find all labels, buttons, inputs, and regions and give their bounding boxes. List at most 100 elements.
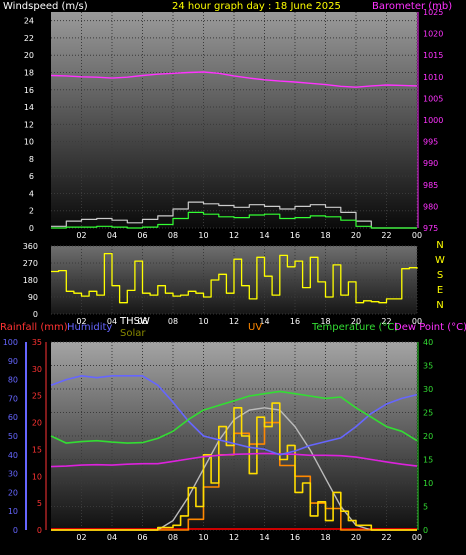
- temperature-axis-label: Temperature (°C): [311, 322, 398, 333]
- x-tick-label: 08: [168, 231, 178, 240]
- series-barometer: [50, 71, 418, 88]
- x-tick-label: 08: [168, 317, 178, 326]
- series-thsw: [51, 407, 417, 531]
- x-tick-label: 18: [320, 317, 330, 326]
- y-tick-label-barometer: 990: [423, 159, 438, 168]
- x-tick-label: 16: [290, 231, 300, 240]
- x-tick-label: 14: [259, 317, 269, 326]
- y-tick-label-humidity: 60: [8, 413, 18, 422]
- y-tick-label-direction: 360: [23, 242, 38, 251]
- compass-label: N: [436, 240, 443, 251]
- y-tick-label-rainfall: 0: [37, 526, 42, 535]
- uv-label: UV: [248, 322, 262, 333]
- y-tick-label-direction: 0: [33, 310, 38, 319]
- y-tick-label-humidity: 90: [8, 357, 18, 366]
- y-tick-label-temperature: 0: [423, 526, 428, 535]
- x-tick-label: 20: [351, 533, 361, 542]
- thsw-label: THSW: [119, 316, 150, 327]
- x-tick-label: 22: [381, 231, 391, 240]
- x-tick-label: 02: [76, 533, 86, 542]
- x-tick-label: 14: [259, 231, 269, 240]
- y-tick-label-rainfall: 15: [32, 445, 42, 454]
- y-tick-label-temperature: 10: [423, 479, 433, 488]
- y-tick-label-humidity: 30: [8, 470, 18, 479]
- y-tick-label-rainfall: 5: [37, 499, 42, 508]
- dewpoint-axis-label: Dew Point (°C): [394, 322, 466, 333]
- y-tick-label-humidity: 40: [8, 451, 18, 460]
- y-tick-label-barometer: 1025: [423, 8, 443, 17]
- x-tick-label: 20: [351, 231, 361, 240]
- y-tick-label-windspeed: 8: [29, 155, 34, 164]
- y-tick-label-direction: 90: [28, 293, 38, 302]
- y-tick-label-humidity: 50: [8, 432, 18, 441]
- y-tick-label-windspeed: 12: [24, 120, 34, 129]
- y-tick-label-direction: 270: [23, 259, 38, 268]
- x-tick-label: 02: [76, 231, 86, 240]
- x-tick-label: 02: [76, 317, 86, 326]
- x-tick-label: 18: [320, 533, 330, 542]
- compass-label: E: [437, 285, 443, 296]
- y-tick-label-windspeed: 18: [24, 68, 34, 77]
- series-wind-gust: [51, 201, 417, 229]
- y-tick-label-rainfall: 20: [32, 419, 42, 428]
- series-wind-speed: [51, 211, 417, 229]
- y-tick-label-humidity: 80: [8, 376, 18, 385]
- y-tick-label-barometer: 1015: [423, 51, 443, 60]
- windspeed-axis-label: Windspeed (m/s): [3, 1, 88, 12]
- y-tick-label-windspeed: 0: [29, 224, 34, 233]
- y-tick-label-windspeed: 4: [29, 189, 34, 198]
- chart-title: 24 hour graph day : 18 June 2025: [172, 1, 341, 12]
- y-tick-label-humidity: 0: [13, 526, 18, 535]
- x-tick-label: 00: [412, 317, 422, 326]
- y-tick-label-windspeed: 6: [29, 172, 34, 181]
- y-tick-label-rainfall: 30: [32, 365, 42, 374]
- y-tick-label-barometer: 1020: [423, 30, 443, 39]
- x-tick-label: 16: [290, 533, 300, 542]
- humidity-axis-label: Humidity: [67, 322, 112, 333]
- series-wind-direction: [51, 252, 418, 304]
- y-tick-label-windspeed: 2: [29, 207, 34, 216]
- y-tick-label-humidity: 20: [8, 488, 18, 497]
- y-tick-label-humidity: 10: [8, 507, 18, 516]
- y-tick-label-windspeed: 24: [24, 17, 34, 26]
- y-tick-label-humidity: 100: [3, 338, 18, 347]
- y-tick-label-barometer: 1010: [423, 73, 443, 82]
- y-tick-label-direction: 180: [23, 276, 38, 285]
- x-tick-label: 22: [381, 317, 391, 326]
- y-tick-label-rainfall: 35: [32, 338, 42, 347]
- x-tick-label: 22: [381, 533, 391, 542]
- x-tick-label: 00: [412, 231, 422, 240]
- y-tick-label-windspeed: 10: [24, 138, 34, 147]
- series-solar: [51, 402, 417, 531]
- x-tick-label: 06: [137, 231, 147, 240]
- x-tick-label: 14: [259, 533, 269, 542]
- x-tick-label: 16: [290, 317, 300, 326]
- y-tick-label-temperature: 20: [423, 432, 433, 441]
- x-tick-label: 06: [137, 533, 147, 542]
- y-tick-label-windspeed: 22: [24, 34, 34, 43]
- y-tick-label-barometer: 975: [423, 224, 438, 233]
- rainfall-axis-label: Rainfall (mm): [0, 322, 68, 333]
- y-tick-label-humidity: 70: [8, 394, 18, 403]
- y-tick-label-barometer: 985: [423, 181, 438, 190]
- barometer-axis-label: Barometer (mb): [372, 1, 452, 12]
- y-tick-label-barometer: 1005: [423, 94, 443, 103]
- x-tick-label: 06: [137, 317, 147, 326]
- x-tick-label: 20: [351, 317, 361, 326]
- y-tick-label-rainfall: 25: [32, 392, 42, 401]
- compass-label: W: [435, 255, 445, 266]
- x-tick-label: 10: [198, 231, 208, 240]
- y-tick-label-temperature: 35: [423, 362, 433, 371]
- y-tick-label-barometer: 980: [423, 202, 438, 211]
- y-tick-label-barometer: 1000: [423, 116, 443, 125]
- y-tick-label-windspeed: 16: [24, 86, 34, 95]
- y-tick-label-temperature: 15: [423, 456, 433, 465]
- compass-label: S: [437, 270, 443, 281]
- x-tick-label: 04: [107, 231, 117, 240]
- x-tick-label: 12: [229, 533, 239, 542]
- y-tick-label-temperature: 5: [423, 503, 428, 512]
- x-tick-label: 12: [229, 317, 239, 326]
- series-dew-point: [50, 452, 418, 468]
- x-tick-label: 00: [412, 533, 422, 542]
